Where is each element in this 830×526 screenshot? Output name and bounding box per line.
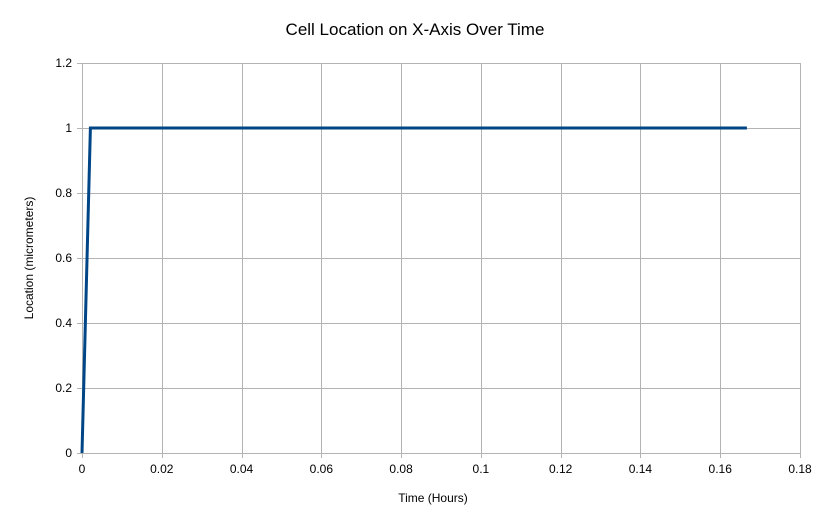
y-tick-label: 0.2 xyxy=(55,381,72,395)
tick-labels: 0 0.02 0.04 0.06 0.08 0.1 0.12 0.14 0.16 0.18 0 0.2… xyxy=(55,56,812,476)
y-axis-title: Location (micrometers) xyxy=(22,197,36,320)
series-line xyxy=(80,126,747,454)
x-tick-label: 0.02 xyxy=(150,462,174,476)
y-tick-label: 1.2 xyxy=(55,56,72,70)
x-tick-label: 0.04 xyxy=(230,462,254,476)
y-tick-label: 0.4 xyxy=(55,316,72,330)
chart-title: Cell Location on X-Axis Over Time xyxy=(286,20,545,39)
x-tick-label: 0.12 xyxy=(549,462,573,476)
x-axis-title: Time (Hours) xyxy=(398,491,468,505)
series-layer xyxy=(80,126,747,454)
y-tick-label: 1 xyxy=(65,121,72,135)
y-tick-label: 0.8 xyxy=(55,186,72,200)
x-tick-label: 0.16 xyxy=(709,462,733,476)
y-tick-label: 0 xyxy=(65,446,72,460)
x-tick-label: 0.1 xyxy=(473,462,490,476)
x-tick-label: 0.06 xyxy=(310,462,334,476)
x-tick-label: 0 xyxy=(79,462,86,476)
x-tick-label: 0.08 xyxy=(389,462,413,476)
x-tick-label: 0.14 xyxy=(629,462,653,476)
y-tick-label: 0.6 xyxy=(55,251,72,265)
x-tick-label: 0.18 xyxy=(788,462,812,476)
